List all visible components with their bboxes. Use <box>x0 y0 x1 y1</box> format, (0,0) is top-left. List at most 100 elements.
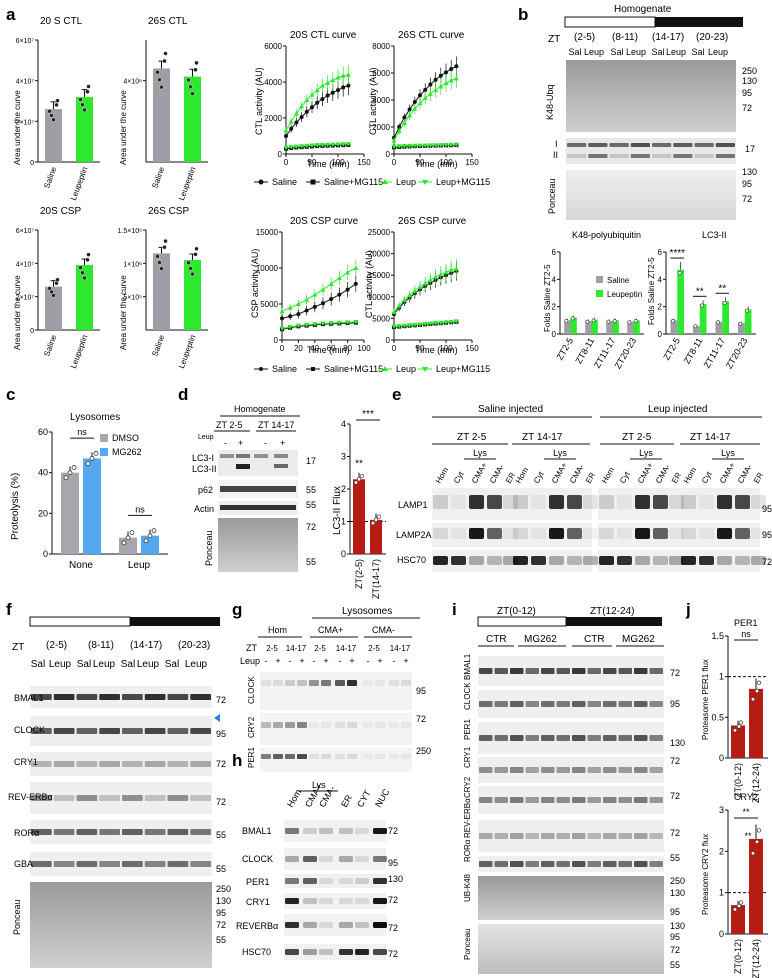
a-bar1-dot-0-0 <box>47 109 52 114</box>
i-band-0-8 <box>603 668 617 674</box>
i-group-2: ZT(12-24) <box>590 606 634 617</box>
e-blot-hsc70-2 <box>598 550 760 572</box>
i-band-2-8 <box>603 735 617 741</box>
j-chart1-dot-1-0 <box>750 697 756 702</box>
f-band-0-5 <box>144 694 166 700</box>
a-curve2-yticklabel-1: 2000 <box>372 123 390 132</box>
b-chart1-dot-3-0 <box>627 320 632 325</box>
j-chart2-dot-1-0 <box>750 851 756 856</box>
e-band-1-1-1 <box>531 528 546 539</box>
e-band-2-1-4 <box>583 556 598 565</box>
f-band-4-2 <box>76 829 98 835</box>
a-curve1-pt-3-4 <box>304 143 310 149</box>
a-curve4-pt-2-1 <box>396 302 402 308</box>
g-sign-3: + <box>299 656 304 666</box>
a-curve1-pt-3-3 <box>299 144 305 149</box>
i-band-5-9 <box>618 833 632 839</box>
i-band-4-4 <box>541 797 555 803</box>
a-curve2-pt-0-12 <box>454 64 459 69</box>
e-group-2: ZT 14-17 <box>522 432 563 443</box>
a-bar3-xlabel-0: Saline <box>42 333 58 357</box>
b-lc3ii-6 <box>694 154 714 158</box>
e-lys-2: Lys <box>639 448 653 458</box>
a-curve4: 0 50 100 150 0 5000 10000 15000 20000 25000 <box>368 228 479 353</box>
a-legend-leup-mg115: Leup+MG115 <box>436 177 490 187</box>
b-chart2-sig-2: ** <box>718 283 726 294</box>
a-curve3-pt-2-1 <box>287 305 293 310</box>
g-band-2-2 <box>285 754 295 759</box>
c-chart-dot-1-0-1 <box>125 535 131 541</box>
i-mw-p130: 130 <box>670 921 685 931</box>
b-chart1-title: K48-polyubiquitin <box>572 230 641 240</box>
c-chart-xlabel-0: None <box>69 560 93 571</box>
a-curve2-pt-0-1 <box>397 125 402 129</box>
e-lanes-13: CMA- <box>654 463 672 485</box>
i-mw-72a: 72 <box>670 668 680 678</box>
f-mw-p72: 72 <box>216 920 226 930</box>
i-band-2-1 <box>494 735 508 741</box>
i-mw-95: 95 <box>670 699 680 709</box>
e-band-0-1-4 <box>583 495 598 509</box>
e-lanes-18: CMA- <box>736 463 754 485</box>
b-lc3ii-1 <box>588 154 608 158</box>
e-band-2-2-1 <box>617 556 632 565</box>
h-lanes-5: NUC <box>373 787 392 809</box>
a-curve2-pt-0-9 <box>438 73 443 78</box>
i-band-1-3 <box>525 701 539 707</box>
a-curve3-xticklabel-1: 20 <box>294 344 303 353</box>
a-bar1-yticklabel-3: 6×10⁷ <box>16 38 35 45</box>
h-band-4-5 <box>373 922 387 928</box>
e-lanes-16: Cyt <box>700 469 714 485</box>
a-bar1-xlabel-1: Leupeptin <box>69 166 89 202</box>
i-band-3-3 <box>525 767 539 773</box>
g-mw-95: 95 <box>416 686 426 696</box>
i-blots <box>478 656 664 974</box>
f-lanes-4: Sal <box>121 659 135 670</box>
g-title: Lysosomes <box>342 606 392 617</box>
e-group-3: ZT 2-5 <box>622 432 652 443</box>
b-lc3i-2 <box>609 143 629 147</box>
e-lanes-8: CMA- <box>568 463 586 485</box>
f-band-3-0 <box>31 795 52 801</box>
a-legend2-saline: Saline <box>272 364 297 374</box>
c-chart-sig-1: ns <box>135 504 145 514</box>
b-mw-p130: 130 <box>742 167 757 177</box>
a-curve3-pt-3-3 <box>304 322 310 328</box>
d-leup: Leup <box>198 434 214 441</box>
b-chart1-xlabel-0: ZT2-5 <box>555 336 576 362</box>
e-band-2-0-0 <box>433 556 448 565</box>
j-chart2-sig-0: ** <box>742 807 750 817</box>
a-curve1-yticklabel-2: 4000 <box>264 78 282 87</box>
a-bar4-yticklabel-0: 5×10⁵ <box>123 295 142 302</box>
c-chart-xlabel-1: Leup <box>128 560 151 571</box>
a-bar3-dot-1-1 <box>85 257 90 262</box>
g-band-0-6 <box>335 680 345 686</box>
a-bar2-xlabel-0: Saline <box>150 165 166 189</box>
a-curve4-pt-3-10 <box>443 320 449 325</box>
i-band-2-10 <box>634 735 648 741</box>
i-blot-ub-k48 <box>478 876 664 920</box>
b-chart2-dot-1-1 <box>700 303 705 308</box>
g-band-0-11 <box>401 680 411 686</box>
g-band-2-6 <box>335 754 345 759</box>
b-chart2-xlabel-3: ZT20-23 <box>724 336 750 370</box>
a-bar3-dot-0-0 <box>47 286 52 291</box>
b-light-bar <box>564 16 656 28</box>
i-group-1: ZT(0-12) <box>497 606 536 617</box>
a-curve1-pt-0-12 <box>346 83 351 88</box>
e-band-0-3-2 <box>717 495 732 509</box>
a-curve1-pt-3-6 <box>314 143 320 148</box>
i-band-4-2 <box>510 797 524 803</box>
a-curve1-pt-0-10 <box>336 88 340 93</box>
g-band-2-8 <box>363 754 373 759</box>
c-chart-dot-0-1-1 <box>89 456 95 461</box>
a-curve1-pt-3-11 <box>340 142 346 147</box>
b-chart1-bar-0-0 <box>564 320 571 334</box>
panel-letter-g: g <box>232 600 242 619</box>
b-lc3ii-4 <box>652 154 672 158</box>
f-band-1-7 <box>190 728 211 734</box>
e-band-1-1-4 <box>583 528 598 539</box>
c-chart-yticklabel-2: 40 <box>38 468 48 478</box>
h-band-2-0 <box>285 878 299 884</box>
a-curve2-yticklabel-2: 4000 <box>372 96 390 105</box>
